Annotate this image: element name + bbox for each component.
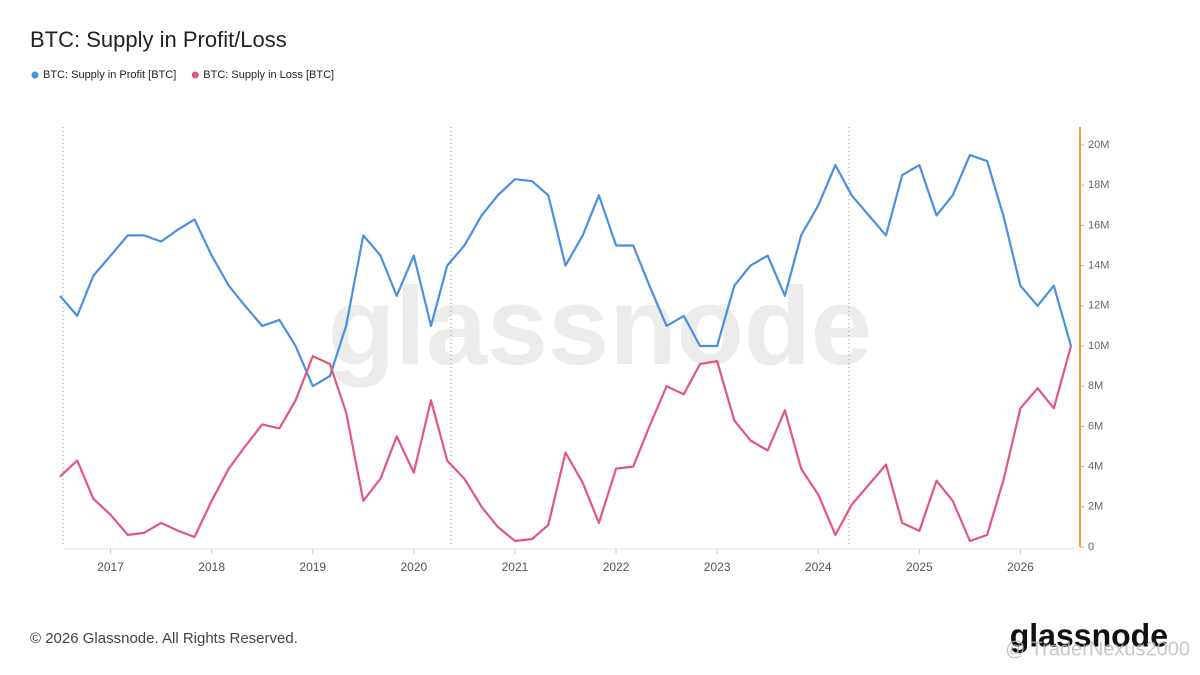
y-tick-label: 8M xyxy=(1088,380,1103,392)
legend-marker xyxy=(31,71,39,79)
x-tick-label: 2026 xyxy=(1007,560,1034,574)
x-tick-label: 2021 xyxy=(502,560,529,574)
legend-label: BTC: Supply in Loss [BTC] xyxy=(203,69,334,81)
series-line xyxy=(59,154,1073,388)
x-tick-label: 2023 xyxy=(704,560,731,574)
watermark: glassnode xyxy=(328,265,872,388)
y-tick-label: 16M xyxy=(1088,219,1109,231)
y-tick-label: 4M xyxy=(1088,461,1103,473)
y-tick-label: 2M xyxy=(1088,501,1103,513)
legend-marker xyxy=(191,71,199,79)
y-tick-label: 10M xyxy=(1088,340,1109,352)
x-tick-label: 2022 xyxy=(603,560,630,574)
series-line xyxy=(59,345,1073,543)
x-tick-label: 2019 xyxy=(299,560,326,574)
x-tick-label: 2018 xyxy=(198,560,225,574)
chart-title: BTC: Supply in Profit/Loss xyxy=(30,27,287,52)
overlay: @ TraderNexus2000 xyxy=(1005,638,1190,660)
y-tick-label: 6M xyxy=(1088,420,1103,432)
y-tick-label: 0 xyxy=(1088,541,1094,553)
x-tick-label: 2025 xyxy=(906,560,933,574)
x-tick-label: 2017 xyxy=(97,560,124,574)
x-tick-label: 2024 xyxy=(805,560,832,574)
y-tick-label: 14M xyxy=(1088,260,1109,272)
y-tick-label: 20M xyxy=(1088,139,1109,151)
legend-label: BTC: Supply in Profit [BTC] xyxy=(43,69,176,81)
footer: © 2026 Glassnode. All Rights Reserved. xyxy=(30,630,298,647)
logo: glassnode xyxy=(1010,617,1168,653)
y-tick-label: 12M xyxy=(1088,300,1109,312)
x-tick-label: 2020 xyxy=(400,560,427,574)
y-tick-label: 18M xyxy=(1088,179,1109,191)
